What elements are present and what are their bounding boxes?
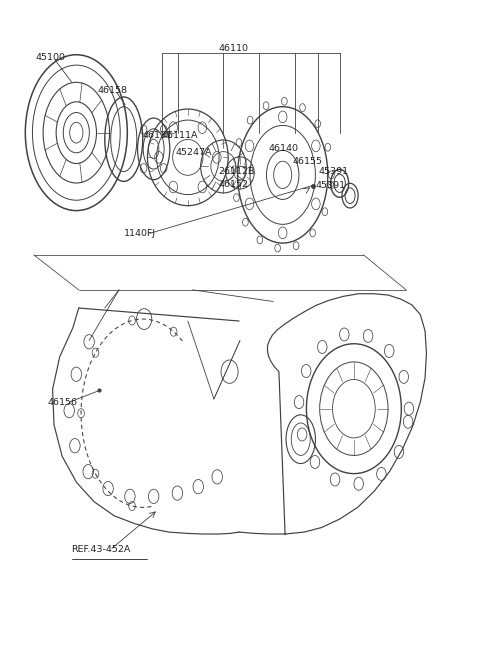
Text: 46140: 46140 (268, 144, 299, 153)
Text: 46158: 46158 (97, 86, 128, 95)
Text: 46111A: 46111A (162, 132, 198, 140)
Text: 1140FJ: 1140FJ (124, 229, 156, 238)
Text: 45247A: 45247A (176, 147, 213, 157)
Text: 46110: 46110 (219, 44, 249, 53)
Text: 26112B: 26112B (219, 167, 255, 176)
Text: 46155: 46155 (292, 157, 322, 166)
Text: 45391: 45391 (316, 181, 346, 191)
Text: REF.43-452A: REF.43-452A (72, 545, 131, 554)
Text: 46131: 46131 (143, 132, 173, 140)
Text: 46152: 46152 (219, 180, 249, 189)
Text: 46156: 46156 (48, 398, 78, 407)
Text: 45100: 45100 (36, 54, 66, 62)
Text: 45391: 45391 (318, 167, 348, 176)
